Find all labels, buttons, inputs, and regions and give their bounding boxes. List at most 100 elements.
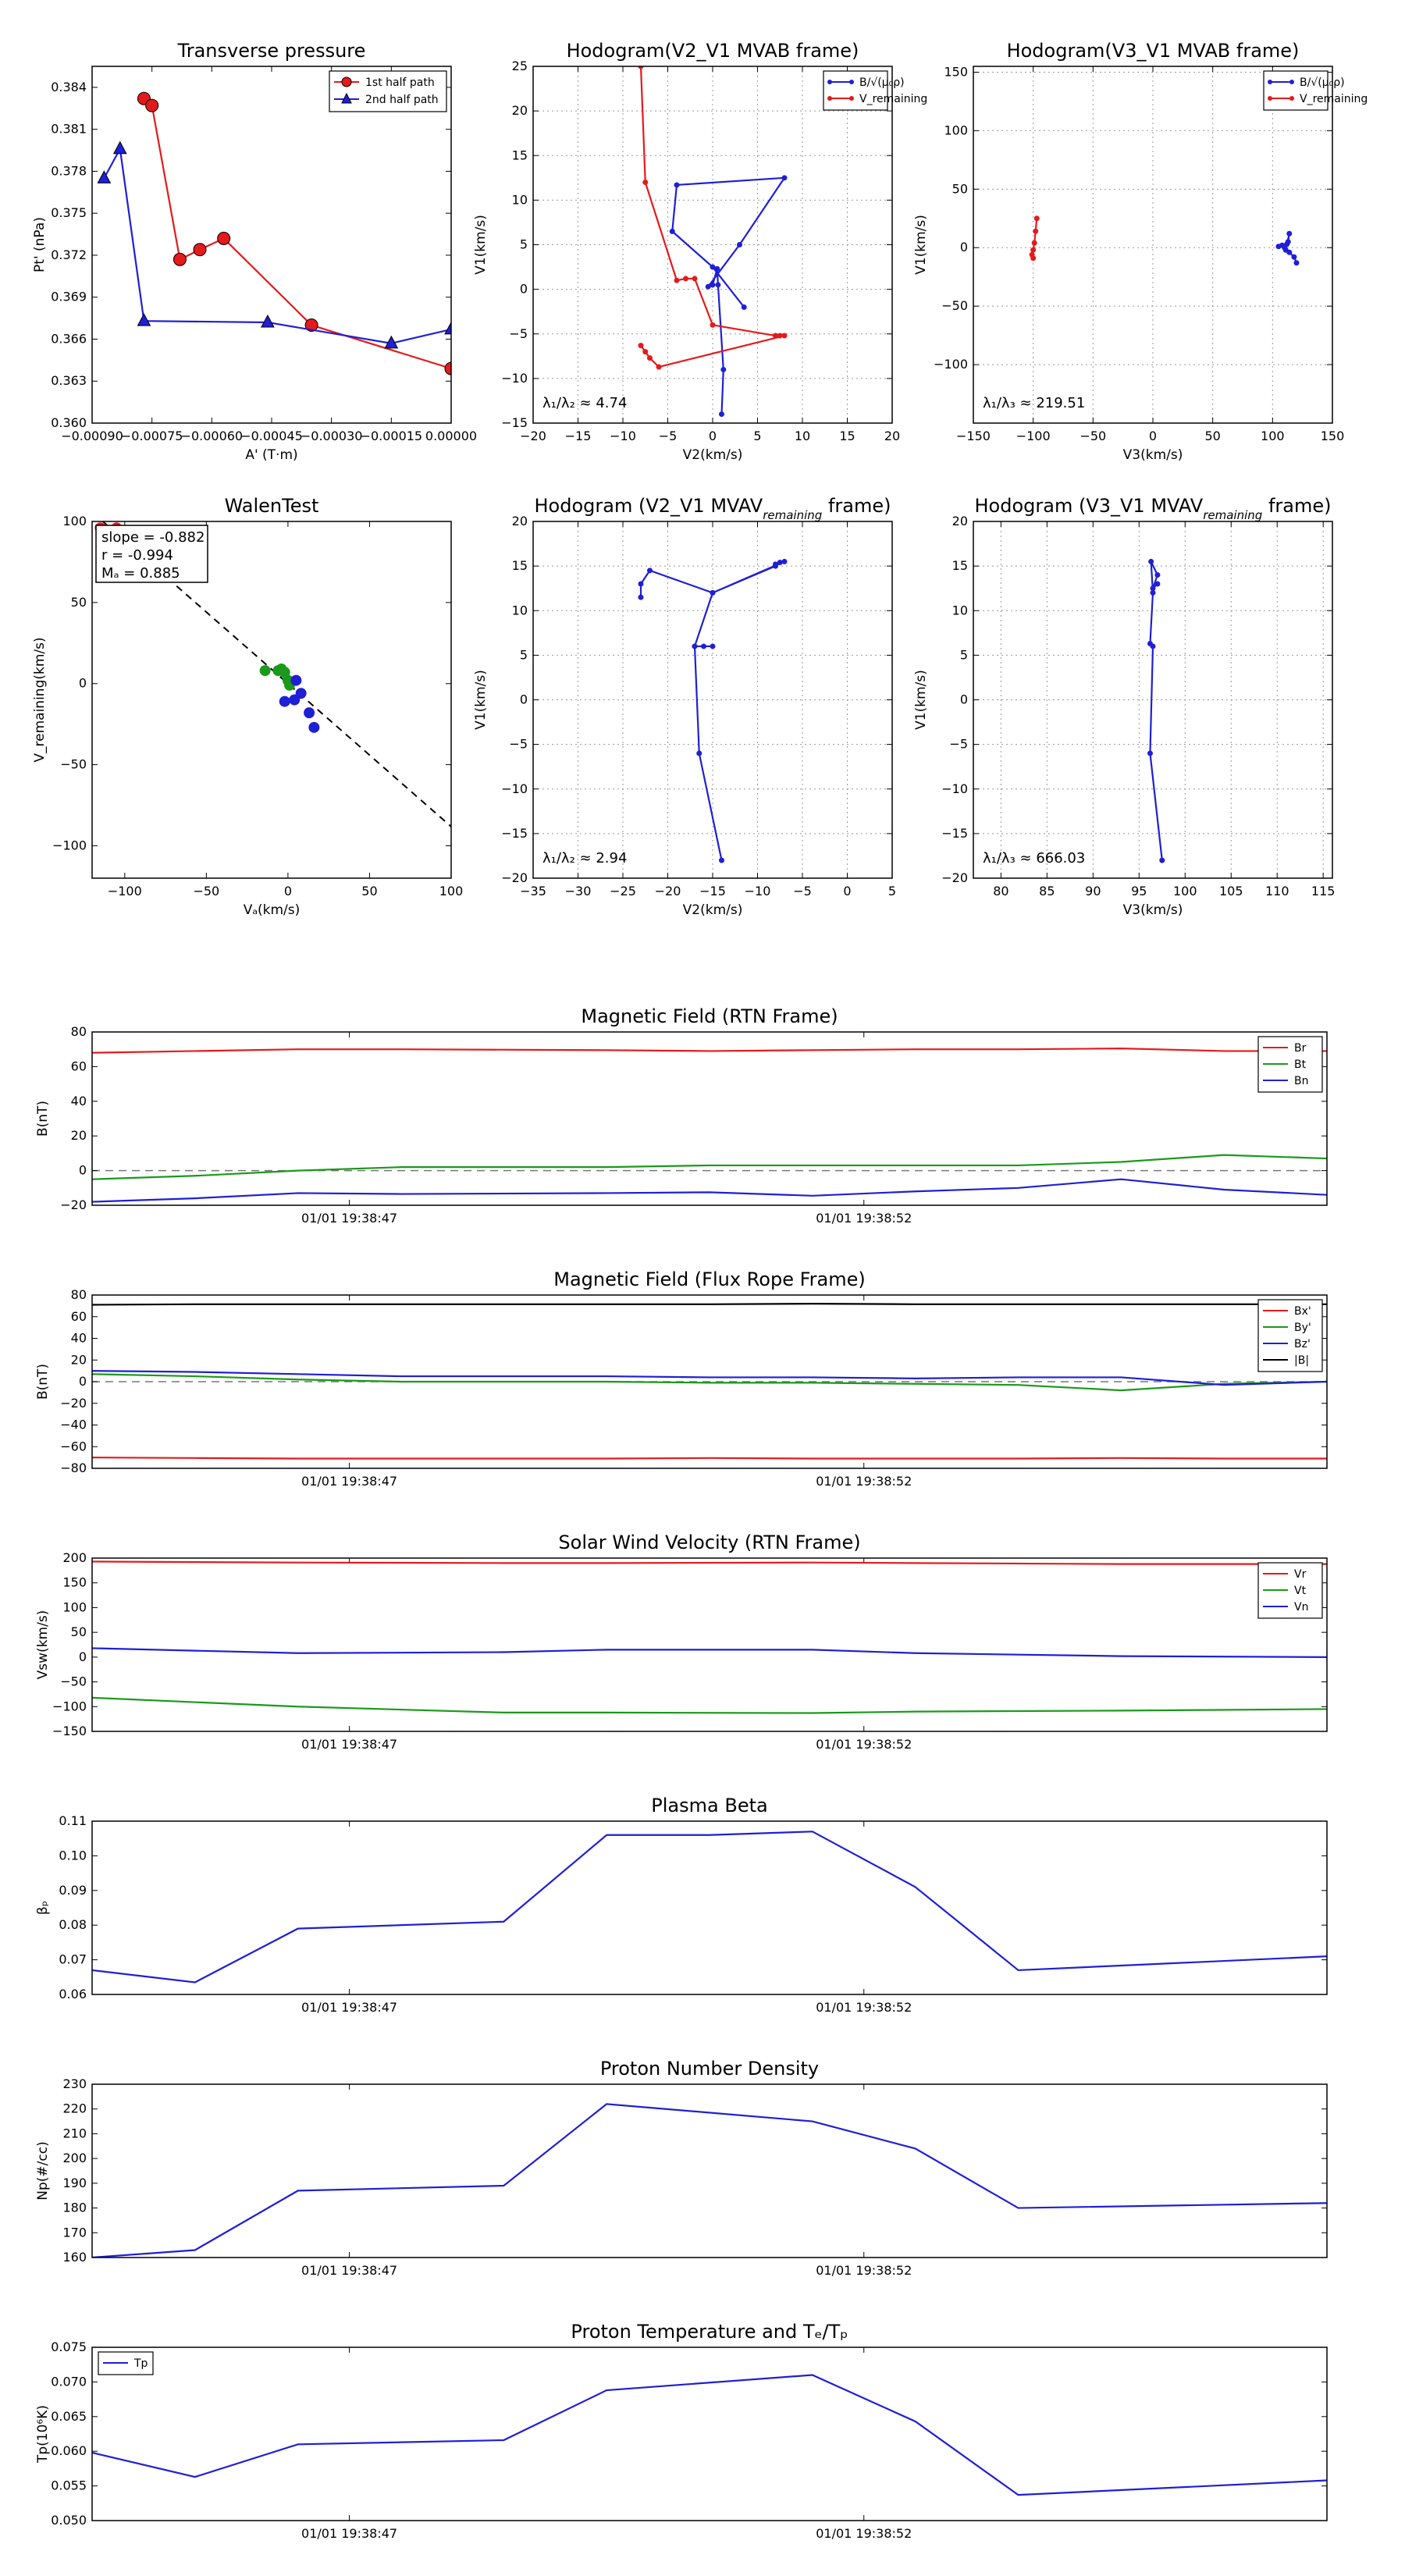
legend-label: Vr [1294, 1568, 1307, 1581]
y-tick-label: 0.055 [51, 2478, 87, 2493]
legend: Br Bt Bn [1257, 1036, 1323, 1093]
y-tick-label: 0 [520, 282, 528, 297]
x-axis-label: V3(km/s) [1123, 902, 1183, 918]
x-tick-label: −0.00045 [240, 429, 303, 443]
y-tick-label: −20 [60, 1197, 87, 1212]
legend-marker [341, 92, 352, 104]
x-tick-label: 01/01 19:38:47 [301, 2263, 397, 2278]
grid [532, 521, 893, 879]
x-tick-label: −15 [565, 429, 592, 443]
x-tick-label: 50 [1204, 429, 1220, 443]
data-point [781, 333, 788, 339]
data-point [1147, 750, 1153, 756]
y-tick-label: 0.360 [51, 415, 87, 430]
chart-4: WalenTest −100 −50 0 50 100 −100 −50 0 50 100 Vₐ(km… [32, 495, 463, 918]
y-tick-label: 0.363 [51, 373, 87, 388]
x-tick-label: 5 [888, 884, 896, 898]
y-tick-label: 0.070 [51, 2374, 87, 2389]
y-tick-label: −50 [60, 757, 87, 772]
y-tick-label: 0 [520, 692, 528, 707]
plot-area [92, 1047, 1327, 1203]
y-tick-label: −100 [934, 357, 968, 372]
data-point [137, 313, 151, 326]
x-axis-label: V2(km/s) [683, 902, 743, 918]
y-tick-label: 0.08 [59, 1917, 87, 1932]
data-point [173, 252, 187, 266]
series-line-V [1149, 560, 1163, 861]
x-tick-label: −10 [745, 884, 771, 898]
y-axis-label: V1(km/s) [473, 670, 489, 730]
plot-area [638, 558, 788, 863]
data-point [1033, 215, 1040, 222]
data-point [1286, 230, 1293, 237]
legend-marker [1289, 96, 1294, 101]
legend-marker [827, 80, 832, 84]
data-point [1154, 581, 1161, 587]
data-point [715, 282, 721, 288]
legend-label: Vn [1294, 1601, 1308, 1614]
data-point [217, 231, 231, 245]
data-point [1030, 255, 1037, 262]
axes-frame [973, 521, 1333, 879]
x-tick-label: 01/01 19:38:52 [816, 2000, 912, 2015]
legend-marker [1268, 96, 1272, 101]
data-point [710, 322, 716, 328]
x-tick-label: 10 [795, 429, 810, 443]
y-tick-label: 20 [512, 103, 528, 118]
data-point [656, 364, 662, 370]
x-tick-label: −150 [956, 429, 991, 443]
x-tick-label: −50 [1080, 429, 1106, 443]
chart-10: Plasma Beta 01/01 19:38:47 01/01 19:38:52 0… [35, 1795, 1328, 2015]
legend-marker [1268, 80, 1272, 84]
y-tick-label: −20 [60, 1396, 87, 1411]
chart-title: Magnetic Field (Flux Rope Frame) [553, 1268, 865, 1290]
x-tick-label: 20 [884, 429, 900, 443]
plot-area [92, 2374, 1327, 2496]
y-tick-label: −5 [509, 326, 528, 341]
legend: Tp [98, 2351, 154, 2375]
data-point [1147, 641, 1153, 647]
data-point [737, 242, 742, 247]
series-line-Bn [92, 1178, 1327, 1203]
y-tick-label: 40 [71, 1094, 87, 1108]
y-tick-label: 0 [960, 240, 968, 254]
data-point [777, 333, 783, 339]
data-point [259, 665, 271, 677]
axes-frame [91, 2347, 1328, 2521]
x-tick-label: 85 [1039, 884, 1055, 898]
axes-frame [532, 521, 893, 879]
data-point [304, 318, 318, 333]
data-point [710, 589, 716, 596]
legend-label: By' [1294, 1322, 1311, 1334]
y-tick-label: −20 [501, 870, 528, 885]
x-tick-label: −0.00015 [361, 429, 423, 443]
plot-area [92, 1302, 1327, 1460]
plot-area [97, 91, 451, 375]
data-point [719, 857, 724, 863]
series-line-Bx' [92, 1457, 1327, 1460]
y-tick-label: 50 [952, 181, 968, 196]
data-point [1148, 558, 1154, 564]
y-tick-label: 0.369 [51, 290, 87, 304]
stats-line: r = -0.994 [101, 547, 173, 564]
y-tick-label: 0.060 [51, 2443, 87, 2458]
y-tick-label: 150 [944, 64, 968, 79]
x-axis-label: A' (T·m) [245, 447, 297, 463]
data-point [674, 182, 680, 188]
x-tick-label: −50 [193, 884, 219, 898]
data-point [308, 721, 320, 733]
x-tick-label: −100 [108, 884, 142, 898]
series-line-Vr [92, 1560, 1327, 1565]
y-axis-label: B(nT) [35, 1364, 51, 1400]
y-axis-label: Vsw(km/s) [35, 1610, 51, 1680]
x-tick-label: 01/01 19:38:47 [301, 1474, 397, 1489]
data-point [1285, 239, 1291, 245]
x-tick-label: −20 [520, 429, 546, 443]
y-tick-label: 10 [952, 603, 968, 617]
x-tick-label: 90 [1085, 884, 1101, 898]
legend-marker [1289, 80, 1294, 84]
x-tick-label: −0.00060 [181, 429, 244, 443]
data-point [1030, 247, 1037, 253]
